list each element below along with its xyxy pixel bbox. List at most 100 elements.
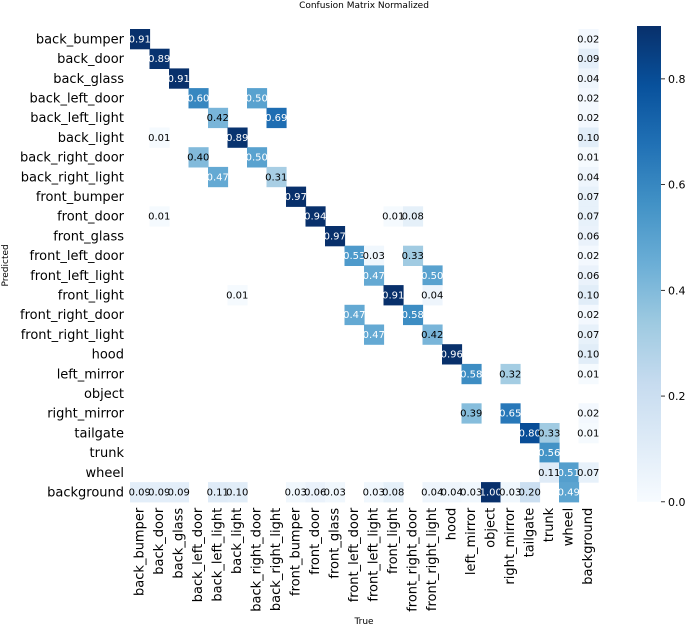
heatmap-cell-front_bumper-background bbox=[578, 186, 599, 207]
cell-value-label: 0.02 bbox=[577, 251, 599, 262]
heatmap-cell-back_right_door-background bbox=[578, 147, 599, 168]
cell-value-label: 0.01 bbox=[226, 290, 248, 301]
heatmap-cell-front_door-back_door bbox=[149, 206, 170, 227]
cell-value-label: 0.51 bbox=[558, 468, 580, 479]
column-tick-label-back_glass: back_glass bbox=[172, 508, 187, 579]
cell-value-label: 0.07 bbox=[577, 330, 599, 341]
row-tick-label-front_glass: front_glass bbox=[53, 229, 124, 244]
cell-value-label: 0.32 bbox=[499, 369, 521, 380]
heatmap-cell-left_mirror-background bbox=[578, 363, 599, 385]
heatmap-cell-front_door-background bbox=[578, 206, 599, 227]
column-tick-label-front_right_light: front_right_light bbox=[425, 508, 440, 611]
heatmap-cells: 0.91 0.02 0.89 0.09 0.91 0.04 0.60 0.50 0.02 0.42… bbox=[129, 29, 599, 503]
heatmap-cell-front_left_door-background bbox=[578, 245, 599, 266]
heatmap-cell-background-front_door bbox=[305, 482, 326, 503]
heatmap-cell-front_door-front_door bbox=[305, 206, 326, 227]
cell-value-label: 0.94 bbox=[304, 212, 326, 223]
heatmap-cell-back_right_door-back_left_door bbox=[188, 147, 209, 168]
heatmap-cell-back_right_door-back_right_door bbox=[247, 147, 268, 168]
cell-value-label: 0.01 bbox=[382, 212, 404, 223]
cell-value-label: 0.02 bbox=[577, 34, 599, 45]
heatmap-cell-back_right_light-back_right_light bbox=[266, 166, 287, 188]
row-tick-label-front_light: front_light bbox=[58, 288, 124, 303]
cell-value-label: 0.01 bbox=[148, 133, 170, 144]
heatmap-cell-background-front_left_light bbox=[364, 482, 385, 503]
heatmap-cell-back_light-background bbox=[578, 127, 599, 148]
cell-value-label: 0.33 bbox=[538, 428, 560, 439]
cell-value-label: 0.49 bbox=[558, 487, 580, 498]
heatmap-cell-front_left_light-front_left_light bbox=[364, 265, 385, 286]
cell-value-label: 0.40 bbox=[187, 153, 209, 164]
row-tick-label-right_mirror: right_mirror bbox=[47, 407, 124, 422]
colorbar-ticks: 0.0 0.2 0.4 0.6 0.8 bbox=[661, 73, 685, 509]
cell-value-label: 0.50 bbox=[421, 271, 443, 282]
heatmap-cell-front_light-front_right_light bbox=[422, 285, 443, 306]
heatmap-cell-background-back_bumper bbox=[130, 482, 151, 503]
cell-value-label: 0.02 bbox=[577, 409, 599, 420]
heatmap-cell-right_mirror-left_mirror bbox=[461, 403, 482, 424]
column-tick-label-hood: hood bbox=[445, 508, 460, 540]
column-tick-label-back_right_light: back_right_light bbox=[269, 508, 284, 611]
heatmap-cell-hood-background bbox=[578, 344, 599, 365]
row-tick-label-tailgate: tailgate bbox=[74, 426, 124, 441]
heatmap-cell-right_mirror-right_mirror bbox=[500, 403, 521, 424]
cell-value-label: 0.80 bbox=[519, 428, 541, 439]
colorbar-tick-label: 0.0 bbox=[668, 496, 685, 509]
cell-value-label: 0.09 bbox=[129, 487, 151, 498]
column-tick-label-front_right_door: front_right_door bbox=[406, 507, 421, 612]
column-tick-label-background: background bbox=[581, 508, 596, 585]
cell-value-label: 0.96 bbox=[441, 350, 463, 361]
column-tick-label-front_glass: front_glass bbox=[328, 508, 343, 579]
heatmap-cell-front_right_light-background bbox=[578, 324, 599, 345]
row-tick-label-back_right_light: back_right_light bbox=[21, 170, 124, 185]
row-tick-label-front_right_door: front_right_door bbox=[20, 308, 125, 323]
cell-value-label: 0.06 bbox=[577, 231, 599, 242]
cell-value-label: 0.33 bbox=[402, 251, 424, 262]
cell-value-label: 0.65 bbox=[499, 409, 521, 420]
column-tick-label-object: object bbox=[484, 508, 499, 548]
cell-value-label: 0.58 bbox=[460, 369, 482, 380]
cell-value-label: 0.04 bbox=[421, 487, 443, 498]
heatmap-cell-background-front_glass bbox=[325, 482, 346, 503]
heatmap-cell-wheel-background bbox=[578, 462, 599, 483]
cell-value-label: 0.10 bbox=[226, 487, 248, 498]
heatmap-cell-front_left_door-front_right_door bbox=[403, 245, 424, 266]
cell-value-label: 0.07 bbox=[577, 212, 599, 223]
heatmap-cell-back_bumper-back_bumper bbox=[130, 29, 151, 50]
colorbar-tick-label: 0.8 bbox=[668, 73, 685, 86]
heatmap-cell-front_right_door-front_right_door bbox=[403, 304, 424, 326]
heatmap-cell-hood-hood bbox=[442, 344, 463, 365]
colorbar-tick-label: 0.6 bbox=[668, 179, 685, 192]
heatmap-cell-background-front_bumper bbox=[286, 482, 307, 503]
heatmap-cell-back_glass-background bbox=[578, 68, 599, 89]
cell-value-label: 0.02 bbox=[577, 113, 599, 124]
column-tick-label-front_left_door: front_left_door bbox=[347, 507, 362, 602]
cell-value-label: 0.03 bbox=[285, 487, 307, 498]
heatmap-cell-left_mirror-left_mirror bbox=[461, 363, 482, 385]
heatmap-cell-background-front_right_light bbox=[422, 482, 443, 503]
row-tick-label-trunk: trunk bbox=[90, 446, 125, 461]
column-tick-labels: back_bumper back_door back_glass back_left_… bbox=[133, 507, 597, 612]
cell-value-label: 0.60 bbox=[187, 93, 209, 104]
heatmap-cell-front_right_light-front_left_light bbox=[364, 324, 385, 345]
heatmap-cell-front_light-front_light bbox=[383, 285, 404, 306]
y-axis-title: Predicted bbox=[1, 244, 11, 286]
cell-value-label: 1.00 bbox=[480, 487, 502, 498]
heatmap-cell-back_right_light-background bbox=[578, 166, 599, 188]
heatmap-cell-front_left_door-front_left_door bbox=[344, 245, 365, 266]
heatmap-cell-background-object bbox=[481, 482, 502, 503]
column-tick-label-tailgate: tailgate bbox=[523, 508, 538, 558]
cell-value-label: 0.08 bbox=[402, 212, 424, 223]
cell-value-label: 0.04 bbox=[441, 487, 463, 498]
heatmap-cell-front_door-front_light bbox=[383, 206, 404, 227]
heatmap-cell-front_glass-background bbox=[578, 226, 599, 247]
column-tick-label-back_door: back_door bbox=[152, 507, 167, 575]
heatmap-cell-front_right_door-background bbox=[578, 304, 599, 326]
heatmap-cell-back_door-background bbox=[578, 48, 599, 69]
heatmap-cell-front_left_light-front_right_light bbox=[422, 265, 443, 286]
column-tick-label-back_left_light: back_left_light bbox=[211, 508, 226, 602]
cell-value-label: 0.20 bbox=[519, 487, 541, 498]
heatmap-cell-back_left_door-background bbox=[578, 88, 599, 109]
cell-value-label: 0.39 bbox=[460, 409, 482, 420]
